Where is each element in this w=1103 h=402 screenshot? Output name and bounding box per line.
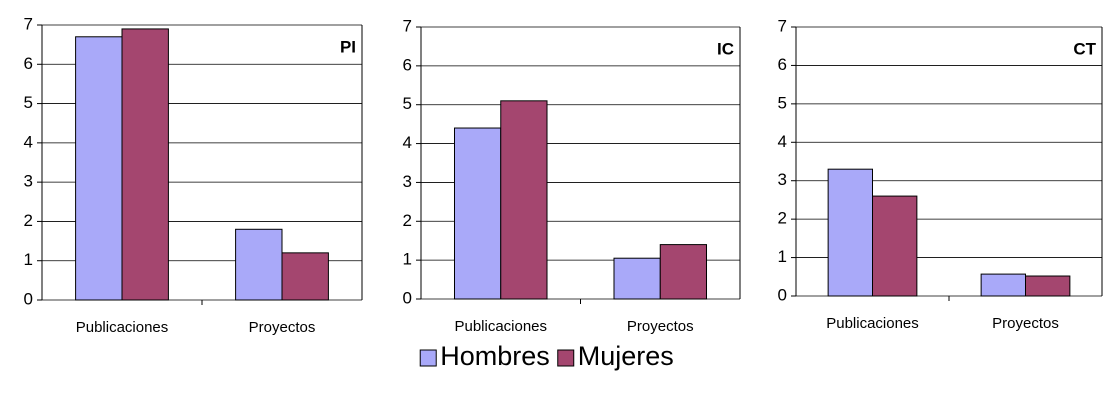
y-tick-label: 5 (778, 93, 787, 112)
y-tick-label: 1 (403, 250, 412, 269)
y-tick-label: 1 (24, 250, 33, 269)
y-tick-label: 1 (778, 247, 787, 266)
chart-title: PI (340, 37, 356, 56)
bar (121, 28, 169, 301)
legend-swatch (557, 349, 575, 367)
y-tick-label: 3 (778, 170, 787, 189)
x-tick-label: Proyectos (992, 315, 1059, 332)
bar (1025, 275, 1071, 297)
y-tick-label: 0 (24, 289, 33, 308)
y-tick-label: 6 (24, 54, 33, 73)
bar (453, 127, 502, 300)
bar (872, 195, 918, 297)
y-tick-label: 5 (24, 93, 33, 112)
x-tick-label: Proyectos (249, 319, 316, 336)
bar (500, 100, 548, 300)
y-tick-label: 6 (778, 55, 787, 74)
legend-label: Mujeres (578, 341, 674, 371)
x-tick-label: Publicaciones (826, 315, 919, 332)
y-tick-label: 7 (778, 16, 787, 35)
legend-label: Hombres (440, 341, 550, 371)
y-tick-label: 0 (403, 288, 412, 307)
chart-title: IC (717, 39, 734, 58)
y-tick-label: 6 (403, 55, 412, 74)
y-tick-label: 4 (778, 132, 787, 151)
y-tick-label: 7 (403, 16, 412, 35)
bar (75, 36, 123, 301)
x-tick-label: Publicaciones (454, 318, 547, 335)
y-tick-label: 2 (403, 211, 412, 230)
bar (281, 252, 329, 301)
bar (980, 273, 1027, 297)
x-tick-label: Proyectos (627, 318, 694, 335)
bar (235, 228, 283, 301)
y-tick-label: 2 (24, 211, 33, 230)
bar (827, 168, 874, 297)
chart-title: CT (1073, 39, 1096, 58)
legend-swatch (419, 349, 437, 367)
y-tick-label: 7 (24, 14, 33, 33)
y-tick-label: 2 (778, 209, 787, 228)
bar (659, 244, 708, 300)
y-tick-label: 4 (403, 133, 412, 152)
y-tick-label: 3 (403, 172, 412, 191)
bar (613, 257, 661, 300)
y-tick-label: 4 (24, 132, 33, 151)
y-tick-label: 5 (403, 94, 412, 113)
y-tick-label: 3 (24, 172, 33, 191)
x-tick-label: Publicaciones (76, 319, 169, 336)
y-tick-label: 0 (778, 285, 787, 304)
